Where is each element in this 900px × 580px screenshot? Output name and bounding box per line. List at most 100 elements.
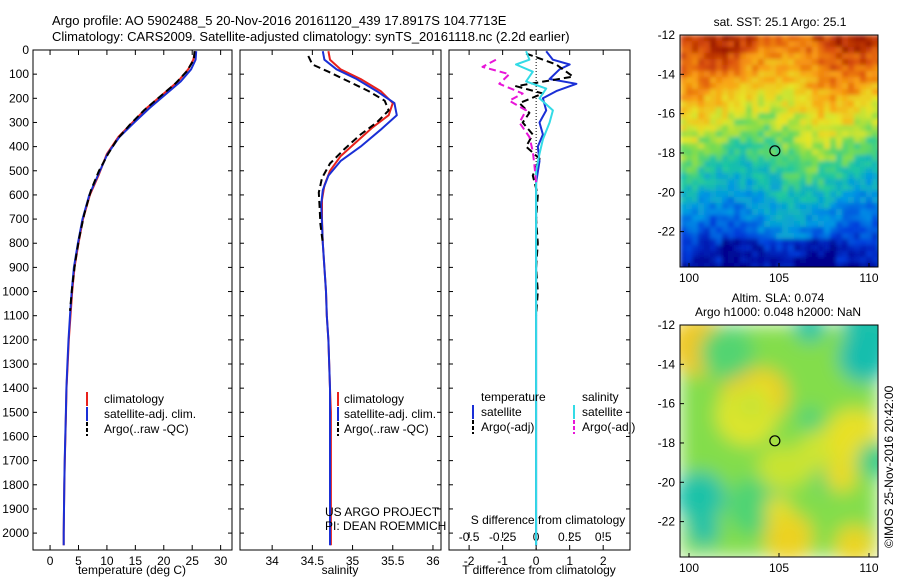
sst-cell [800,89,807,96]
sst-cell [800,263,807,267]
sst-cell [872,95,878,102]
sst-cell [710,89,717,96]
sst-cell [848,59,855,66]
sst-cell [758,41,765,48]
sst-cell [740,47,747,54]
sst-cell [686,59,693,66]
sst-cell [716,119,723,126]
sst-cell [854,71,861,78]
sst-cell [788,83,795,90]
sst-cell [704,47,711,54]
sst-cell [746,191,753,198]
sst-cell [848,173,855,180]
sst-cell [680,245,687,252]
sst-cell [680,239,687,246]
sst-cell [740,119,747,126]
sst-cell [860,245,867,252]
sst-cell [806,131,813,138]
sst-cell [746,65,753,72]
sst-cell [776,143,783,150]
sst-cell [704,143,711,150]
sst-cell [776,155,783,162]
sst-cell [758,239,765,246]
sst-cell [686,215,693,222]
sst-cell [830,215,837,222]
sst-cell [698,227,705,234]
sst-cell [848,83,855,90]
sst-cell [752,101,759,108]
sst-cell [704,227,711,234]
legend-label-climatology: climatology [344,392,404,406]
sst-cell [836,191,843,198]
sst-cell [854,239,861,246]
sst-cell [758,107,765,114]
sst-cell [722,143,729,150]
sst-cell [680,95,687,102]
difference-top-axis-label: S difference from climatology [471,513,626,527]
sst-cell [830,113,837,120]
x-tick-label: 0 [47,554,54,568]
sst-cell [866,227,873,234]
series-line [515,52,574,316]
sst-cell [728,215,735,222]
sst-cell [788,251,795,258]
sst-cell [866,47,873,54]
sst-cell [794,263,801,267]
sst-cell [812,107,819,114]
sst-cell [860,95,867,102]
sst-cell [722,215,729,222]
sst-cell [764,131,771,138]
sst-cell [770,221,777,228]
sst-cell [824,227,831,234]
sst-cell [680,167,687,174]
sst-cell [824,149,831,156]
sst-cell [764,167,771,174]
sst-cell [698,209,705,216]
sst-cell [872,215,878,222]
sst-cell [812,47,819,54]
sst-cell [824,161,831,168]
sst-cell [758,209,765,216]
sst-cell [746,77,753,84]
sst-cell [872,101,878,108]
map-y-tick-label: -16 [658,107,676,121]
sst-cell [770,71,777,78]
sst-cell [860,107,867,114]
sst-cell [782,203,789,210]
sst-cell [680,89,687,96]
sst-cell [746,179,753,186]
sst-cell [866,203,873,210]
sst-cell [746,203,753,210]
sst-cell [680,137,687,144]
sst-cell [818,197,825,204]
y-tick-label: 0 [22,43,29,57]
sst-cell [698,155,705,162]
sst-cell [710,107,717,114]
y-tick-label: 900 [9,260,29,274]
sst-cell [812,257,819,264]
sst-cell [764,203,771,210]
x-tick-label: 20 [157,554,171,568]
sst-cell [836,173,843,180]
sst-cell [812,245,819,252]
sst-cell [824,257,831,264]
sst-cell [686,239,693,246]
sst-cell [752,227,759,234]
sst-cell [842,245,849,252]
sst-cell [836,263,843,267]
sst-cell [764,125,771,132]
sst-cell [830,107,837,114]
sst-cell [692,155,699,162]
sst-cell [728,239,735,246]
sst-cell [872,155,878,162]
sst-cell [692,35,699,42]
sst-cell [824,77,831,84]
sst-cell [698,131,705,138]
sst-cell [704,95,711,102]
sst-cell [794,125,801,132]
sst-cell [800,251,807,258]
sst-cell [806,251,813,258]
sst-cell [680,83,687,90]
sst-cell [686,83,693,90]
sst-cell [836,203,843,210]
